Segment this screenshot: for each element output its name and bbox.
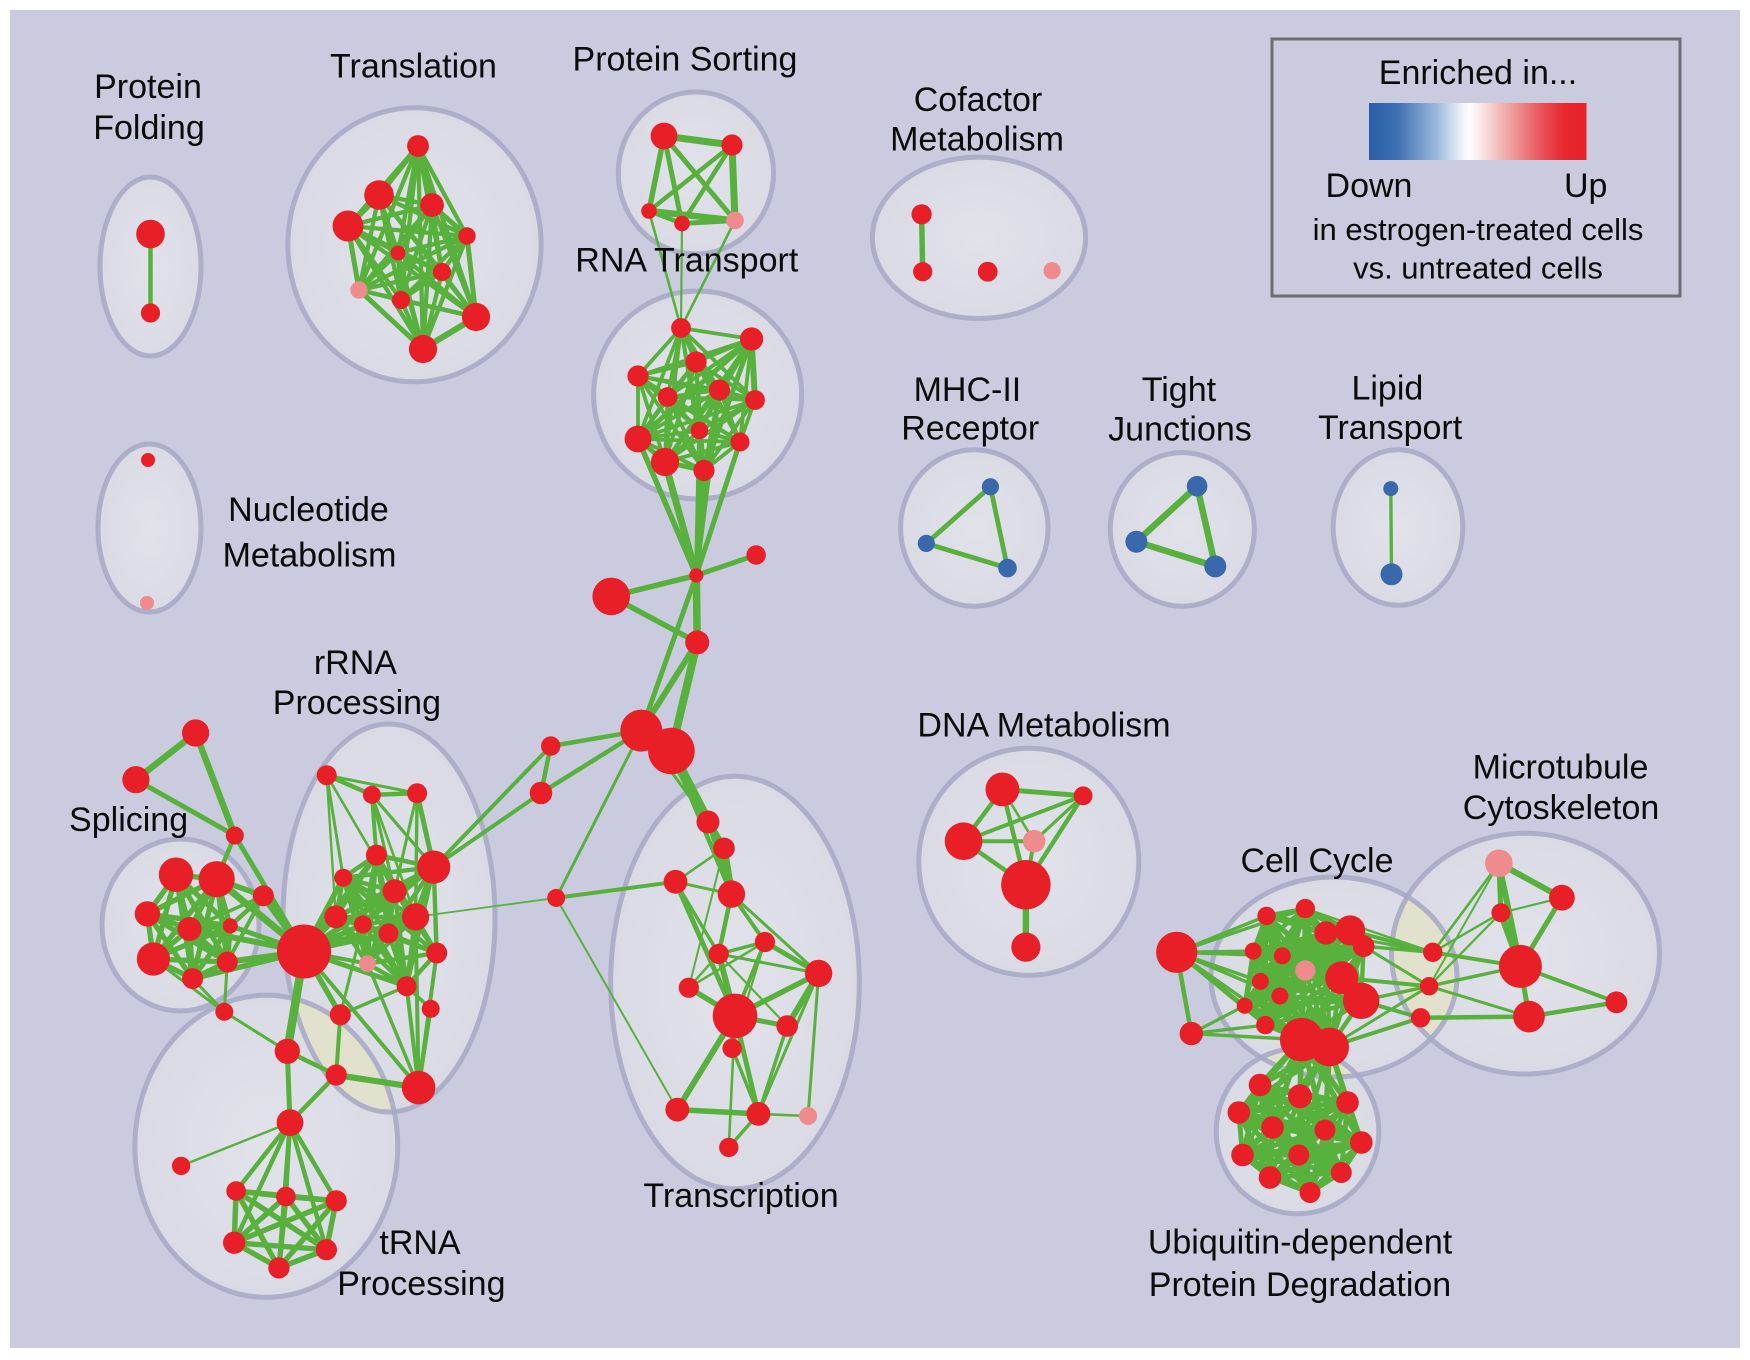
- svg-text:Microtubule: Microtubule: [1473, 749, 1649, 787]
- svg-text:Splicing: Splicing: [69, 801, 188, 839]
- svg-text:Protein Sorting: Protein Sorting: [573, 41, 798, 79]
- svg-text:Protein Degradation: Protein Degradation: [1149, 1266, 1451, 1304]
- svg-text:Metabolism: Metabolism: [223, 537, 397, 575]
- svg-text:vs. untreated cells: vs. untreated cells: [1353, 251, 1603, 286]
- svg-text:rRNA: rRNA: [314, 644, 397, 682]
- svg-text:Junctions: Junctions: [1108, 411, 1252, 449]
- svg-text:tRNA: tRNA: [379, 1224, 461, 1262]
- svg-text:Cell Cycle: Cell Cycle: [1240, 842, 1393, 880]
- svg-text:Up: Up: [1564, 167, 1607, 205]
- svg-text:Processing: Processing: [337, 1265, 505, 1303]
- svg-text:in estrogen-treated cells: in estrogen-treated cells: [1313, 212, 1644, 247]
- svg-text:Enriched in...: Enriched in...: [1379, 54, 1577, 92]
- svg-text:Ubiquitin-dependent: Ubiquitin-dependent: [1148, 1224, 1453, 1262]
- svg-text:RNA Transport: RNA Transport: [575, 242, 799, 280]
- svg-text:Down: Down: [1326, 167, 1413, 205]
- svg-text:DNA Metabolism: DNA Metabolism: [917, 707, 1170, 745]
- svg-text:Metabolism: Metabolism: [890, 121, 1064, 159]
- svg-text:Processing: Processing: [273, 684, 441, 722]
- svg-text:Protein: Protein: [94, 68, 202, 106]
- svg-text:Nucleotide: Nucleotide: [228, 491, 389, 529]
- svg-text:Cytoskeleton: Cytoskeleton: [1463, 789, 1660, 827]
- svg-text:Translation: Translation: [330, 48, 497, 86]
- svg-text:Receptor: Receptor: [901, 410, 1039, 448]
- svg-text:Folding: Folding: [93, 109, 205, 147]
- svg-text:MHC-II: MHC-II: [914, 371, 1022, 409]
- svg-text:Cofactor: Cofactor: [914, 81, 1043, 119]
- svg-text:Tight: Tight: [1142, 371, 1217, 409]
- svg-text:Transcription: Transcription: [643, 1177, 838, 1215]
- svg-text:Lipid: Lipid: [1351, 369, 1423, 407]
- svg-text:Transport: Transport: [1318, 409, 1463, 447]
